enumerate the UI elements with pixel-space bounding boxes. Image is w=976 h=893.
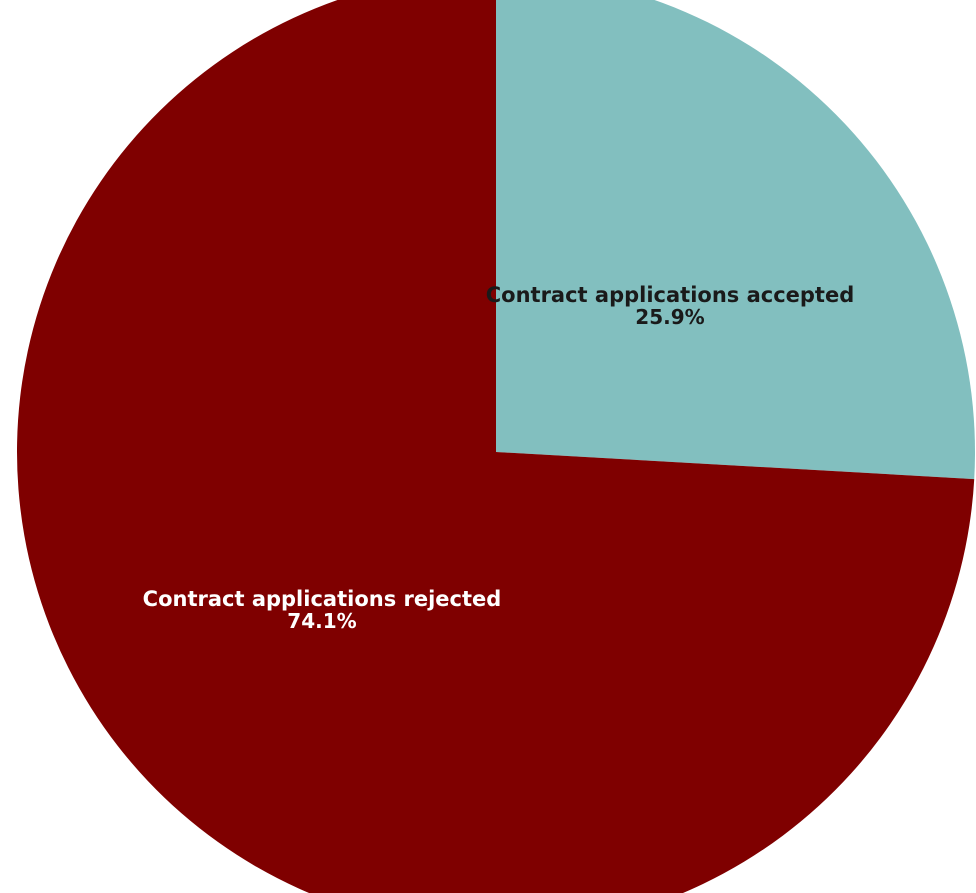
pie-slice-rejected <box>17 0 975 893</box>
slice-label-accepted: Contract applications accepted <box>486 283 854 307</box>
pie-slices <box>17 0 975 893</box>
pie-slice-accepted <box>496 0 975 480</box>
slice-label-rejected: Contract applications rejected <box>143 587 502 611</box>
slice-percent-rejected: 74.1% <box>287 609 356 633</box>
slice-percent-accepted: 25.9% <box>635 305 704 329</box>
